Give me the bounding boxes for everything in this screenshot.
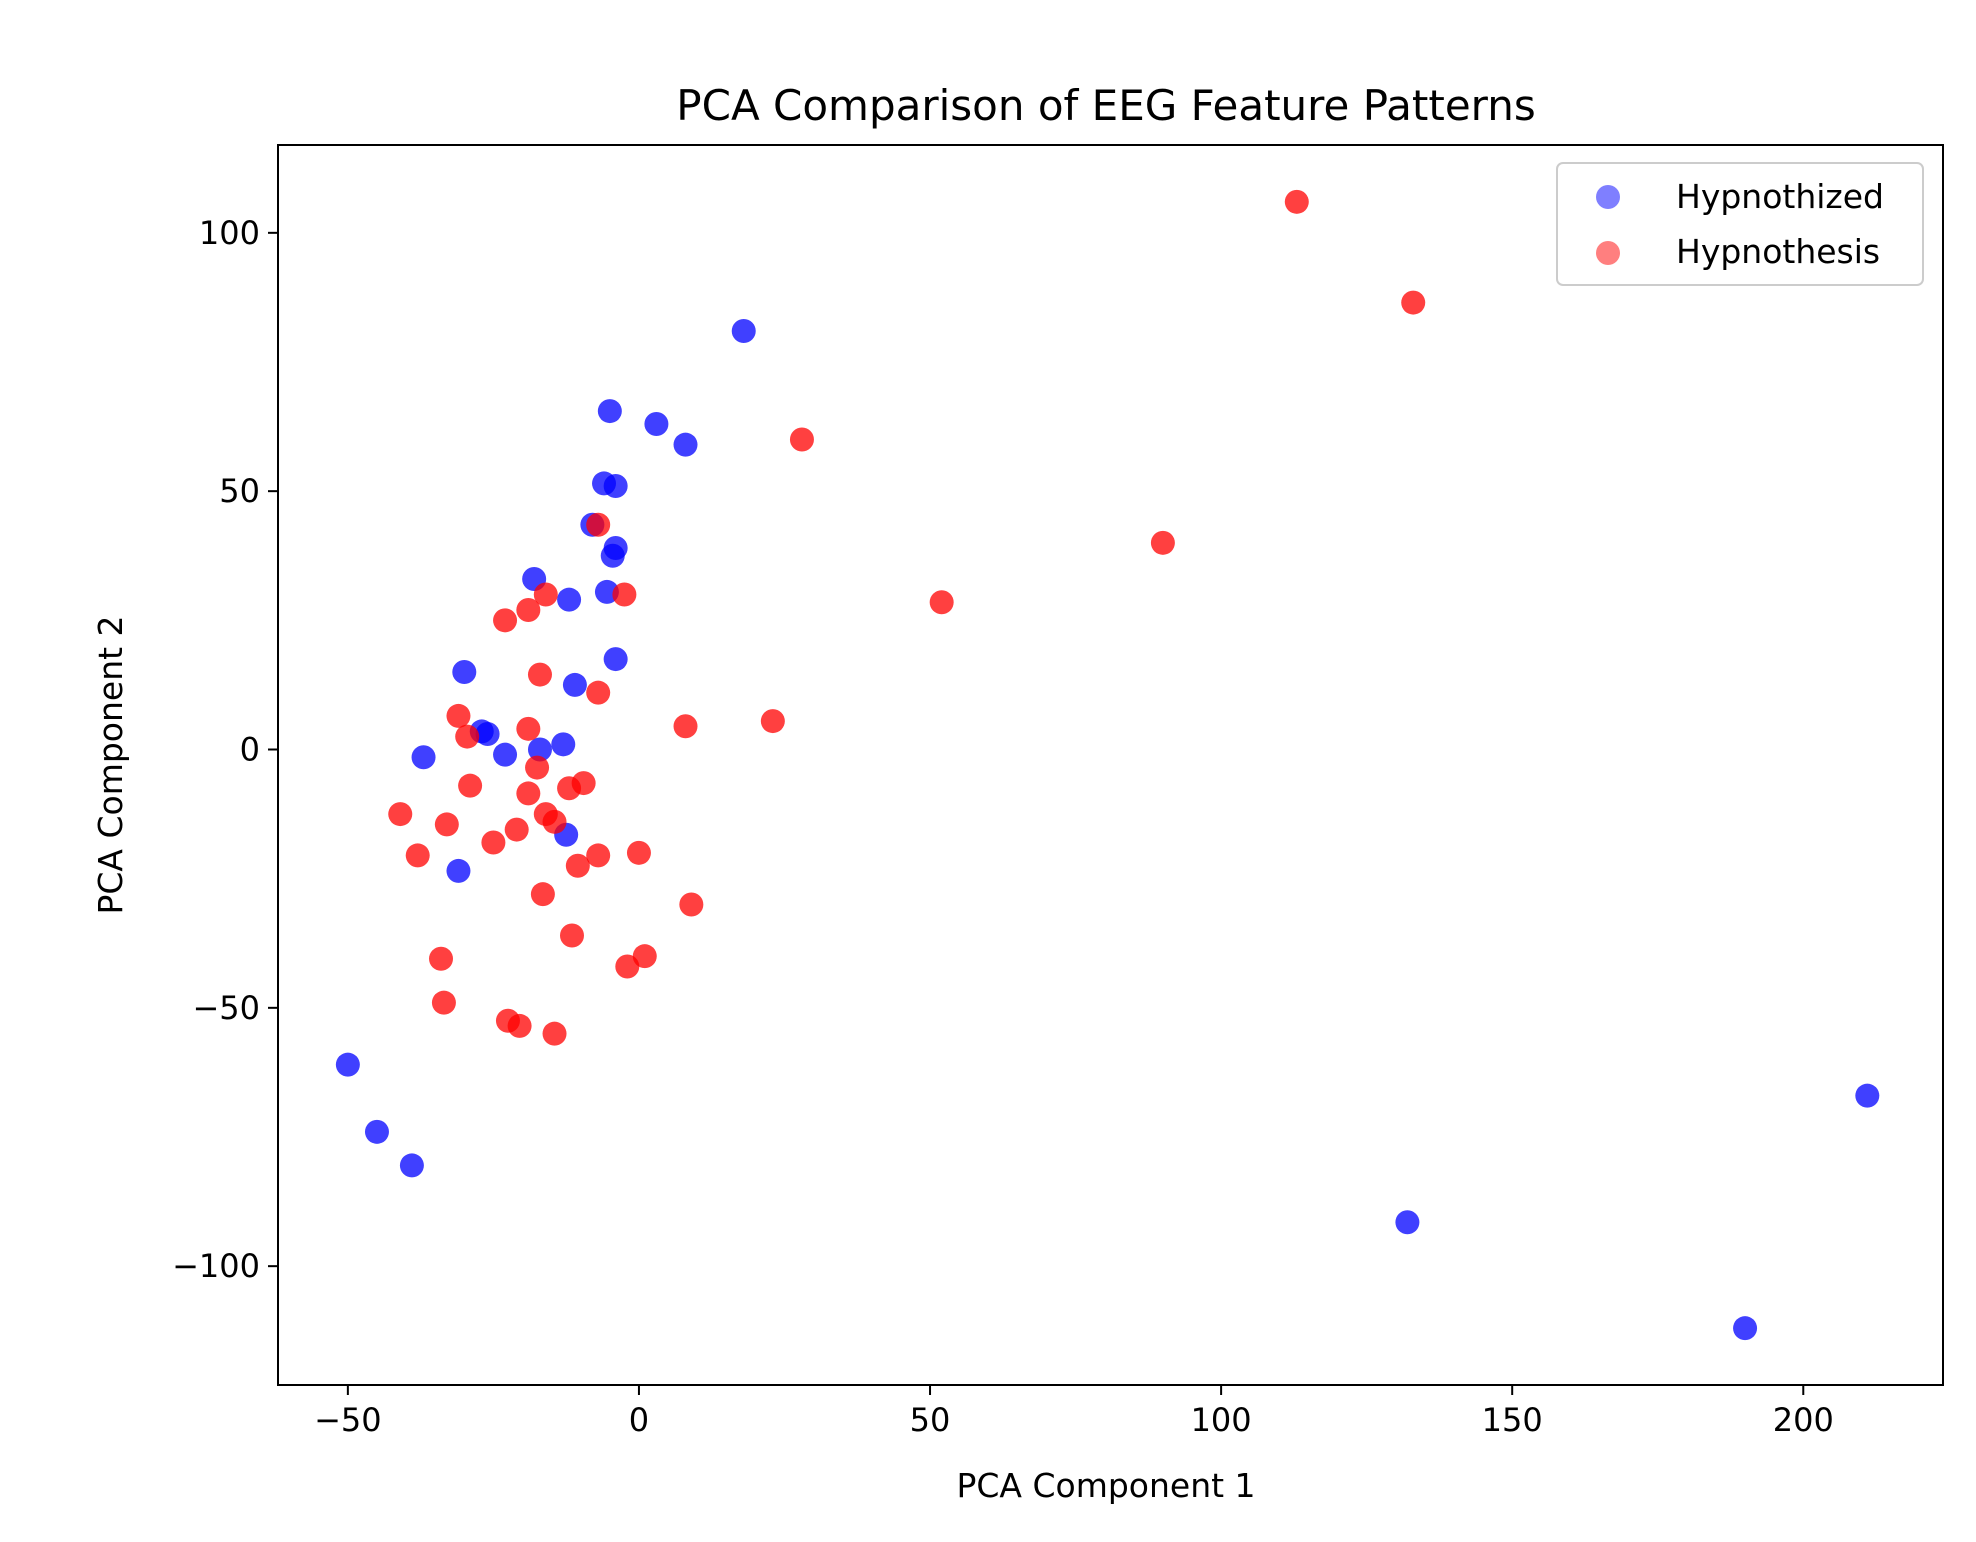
data-point-hypnothesis (533, 582, 558, 607)
data-point-hypnothized (603, 474, 628, 498)
data-point-hypnothized (1733, 1316, 1758, 1341)
data-point-hypnothized (335, 1052, 360, 1077)
y-axis-label: PCA Component 2 (91, 615, 130, 914)
data-point-hypnothesis (542, 1021, 567, 1046)
data-point-hypnothesis (481, 830, 506, 855)
x-tick-label: 100 (1191, 1401, 1252, 1439)
data-point-hypnothized (603, 647, 628, 672)
legend-label-hypnothesis: Hypnothesis (1676, 232, 1880, 271)
data-point-hypnothized (452, 660, 477, 684)
data-point-hypnothesis (615, 954, 640, 979)
data-point-hypnothized (1855, 1083, 1880, 1108)
plot-area (277, 144, 1944, 1386)
data-point-hypnothesis (507, 1013, 532, 1038)
data-point-hypnothesis (542, 809, 567, 834)
data-point-hypnothized (551, 732, 576, 757)
data-point-hypnothized (475, 722, 500, 746)
data-point-hypnothized (527, 737, 552, 762)
data-point-hypnothesis (586, 512, 611, 537)
data-point-hypnothesis (1150, 530, 1175, 555)
data-point-hypnothized (597, 399, 622, 424)
data-point-hypnothesis (527, 662, 552, 687)
data-point-hypnothesis (446, 703, 471, 728)
legend-label-hypnothized: Hypnothized (1676, 177, 1884, 216)
x-tick-label: −50 (314, 1401, 382, 1439)
x-tick-label: 50 (910, 1401, 951, 1439)
legend-box (1556, 162, 1924, 286)
data-point-hypnothized (1395, 1210, 1420, 1235)
y-tick-label: 50 (219, 472, 260, 510)
data-point-hypnothesis (429, 946, 454, 971)
legend-marker-hypnothesis (1596, 241, 1620, 265)
data-point-hypnothesis (929, 590, 954, 615)
data-point-hypnothesis (516, 781, 541, 806)
data-point-hypnothesis (388, 802, 413, 827)
data-point-hypnothized (364, 1119, 389, 1144)
legend-marker-hypnothized (1596, 185, 1620, 209)
x-tick-label: 150 (1482, 1401, 1543, 1439)
data-point-hypnothesis (1284, 189, 1309, 214)
x-tick-label: 200 (1773, 1401, 1834, 1439)
data-point-hypnothesis (559, 923, 584, 948)
data-point-hypnothized (600, 543, 625, 568)
data-point-hypnothized (446, 858, 471, 883)
chart-title: PCA Comparison of EEG Feature Patterns (676, 81, 1535, 130)
data-point-hypnothesis (493, 608, 518, 633)
data-point-hypnothesis (626, 840, 651, 865)
data-point-hypnothized (731, 319, 756, 343)
data-point-hypnothesis (586, 843, 611, 868)
data-point-hypnothesis (434, 812, 459, 837)
x-axis: −50 0 50 100 150 200 (314, 1385, 1834, 1439)
data-point-hypnothesis (612, 582, 637, 607)
data-point-hypnothesis (525, 755, 550, 780)
data-point-hypnothized (673, 432, 698, 457)
data-point-hypnothesis (565, 853, 590, 878)
data-point-hypnothesis (679, 892, 704, 917)
data-point-hypnothesis (516, 598, 541, 622)
data-point-hypnothesis (586, 680, 611, 705)
data-point-hypnothesis (504, 817, 529, 842)
y-tick-label: −50 (192, 989, 260, 1027)
data-point-hypnothesis (458, 773, 483, 798)
data-points (335, 189, 1880, 1341)
data-point-hypnothized (557, 587, 582, 612)
data-point-hypnothesis (571, 771, 596, 796)
legend: Hypnothized Hypnothesis (1556, 162, 1924, 286)
y-tick-label: −100 (172, 1247, 260, 1285)
data-point-hypnothesis (632, 944, 657, 969)
data-point-hypnothesis (789, 427, 814, 452)
x-axis-label: PCA Component 1 (956, 1466, 1255, 1505)
data-point-hypnothesis (530, 882, 555, 907)
data-point-hypnothized (411, 745, 436, 770)
data-point-hypnothized (493, 742, 518, 767)
data-point-hypnothesis (760, 709, 785, 734)
y-tick-label: 100 (199, 214, 260, 252)
data-point-hypnothesis (673, 714, 698, 739)
data-point-hypnothesis (1401, 290, 1426, 315)
data-point-hypnothesis (516, 716, 541, 741)
data-point-hypnothized (399, 1153, 424, 1178)
y-axis: −100 −50 0 50 100 (172, 214, 278, 1285)
y-tick-label: 0 (240, 731, 260, 769)
data-point-hypnothized (562, 672, 587, 697)
data-point-hypnothized (644, 412, 669, 436)
data-point-hypnothesis (455, 724, 480, 749)
data-point-hypnothesis (431, 990, 456, 1015)
x-tick-label: 0 (629, 1401, 649, 1439)
data-point-hypnothesis (405, 843, 430, 868)
